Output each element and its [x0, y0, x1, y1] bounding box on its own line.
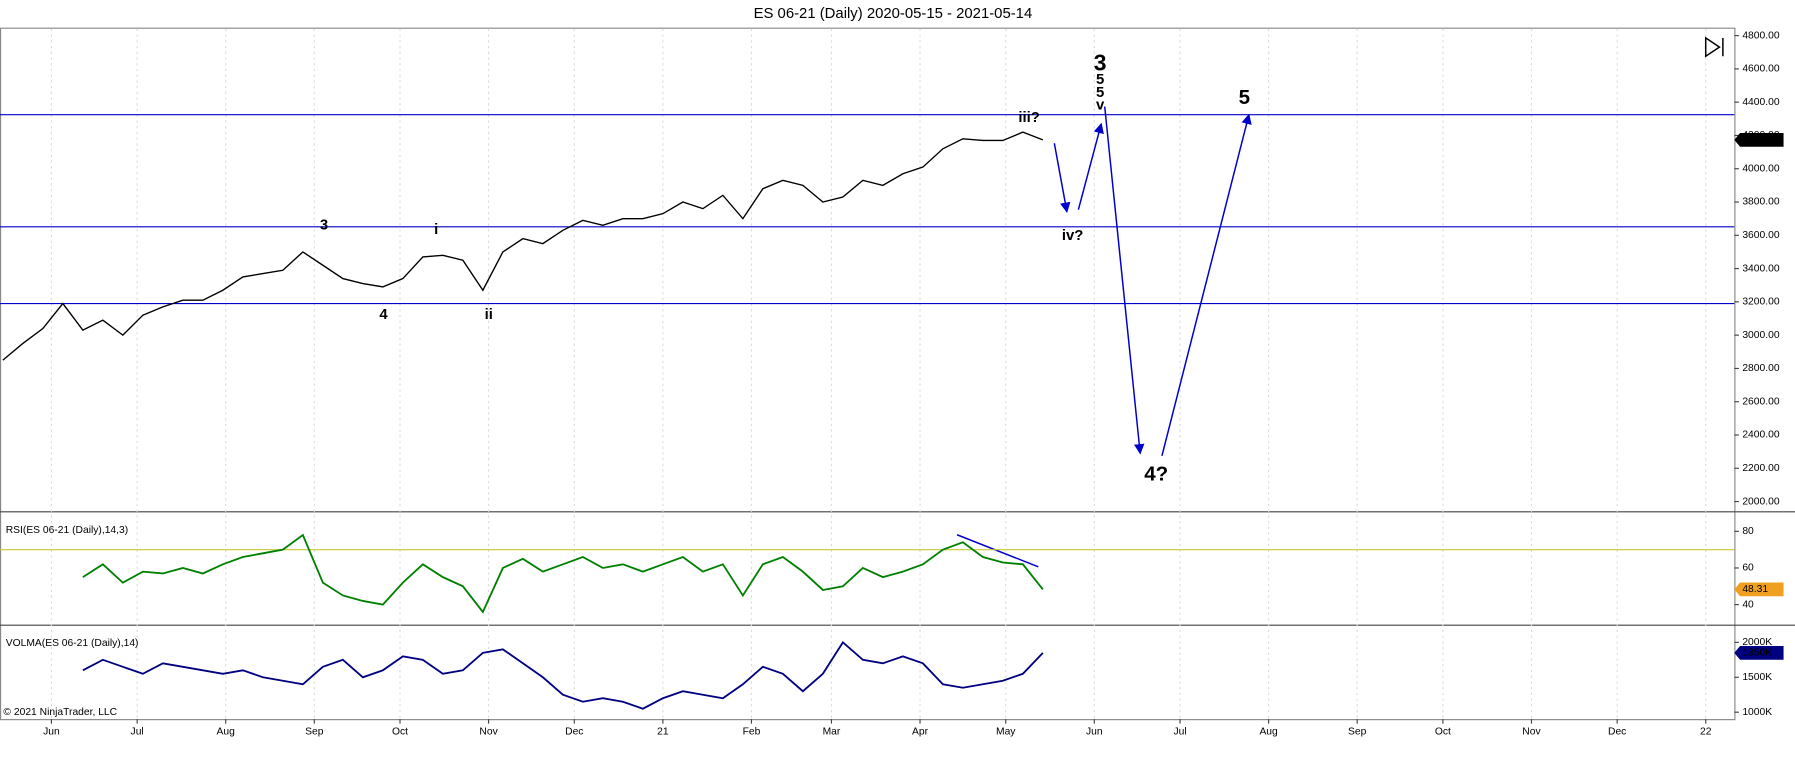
arrow	[1103, 106, 1145, 455]
y-tick-label: 60	[1742, 563, 1754, 574]
y-tick-label: 2200.00	[1742, 463, 1779, 474]
icon-triangle	[1704, 36, 1721, 58]
x-tick-label: Dec	[565, 726, 583, 737]
last-value-tag	[1734, 645, 1784, 660]
last-value-tag	[1734, 582, 1784, 597]
arrow	[1053, 143, 1071, 213]
y-tick-label: 4400.00	[1742, 97, 1779, 108]
x-tick-label: 21	[657, 726, 669, 737]
last-value-label: 48.31	[1742, 584, 1768, 595]
wave-label: 4?	[1144, 463, 1168, 486]
x-tick-label: Aug	[1259, 726, 1278, 737]
y-tick-label: 2400.00	[1742, 430, 1779, 441]
x-tick-label: May	[996, 726, 1016, 737]
x-tick-label: Jun	[43, 726, 60, 737]
last-value-tag	[1734, 133, 1784, 147]
y-tick-label: 2800.00	[1742, 363, 1779, 374]
panel-label: RSI(ES 06-21 (Daily),14,3)	[6, 525, 128, 536]
arrow	[1077, 122, 1104, 210]
series-line	[2, 131, 1044, 361]
trend-line	[956, 534, 1039, 568]
x-tick-label: Jun	[1086, 726, 1103, 737]
play-icon	[1704, 36, 1724, 58]
y-tick-label: 2000.00	[1742, 496, 1779, 507]
wave-label: 3	[320, 218, 328, 234]
wave-label: i	[434, 222, 438, 238]
x-tick-label: Jul	[1173, 726, 1186, 737]
y-tick-label: 2600.00	[1742, 396, 1779, 407]
x-tick-label: Apr	[912, 726, 929, 737]
x-tick-label: Feb	[743, 726, 761, 737]
series-line	[82, 533, 1044, 614]
y-tick-label: 3200.00	[1742, 297, 1779, 308]
x-tick-label: Sep	[1348, 726, 1367, 737]
y-tick-label: 2000K	[1742, 637, 1772, 648]
chart-title: ES 06-21 (Daily) 2020-05-15 - 2021-05-14	[754, 6, 1033, 22]
wave-label: 4	[379, 307, 388, 323]
y-tick-label: 40	[1742, 599, 1754, 610]
y-tick-label: 4600.00	[1742, 64, 1779, 75]
y-tick-label: 3600.00	[1742, 230, 1779, 241]
y-tick-label: 3800.00	[1742, 197, 1779, 208]
wave-label: ii	[485, 307, 493, 323]
y-tick-label: 1000K	[1742, 707, 1772, 718]
x-tick-label: Oct	[1435, 726, 1451, 737]
x-tick-label: Nov	[1522, 726, 1541, 737]
wave-label: v	[1096, 97, 1105, 113]
grid	[50, 28, 1707, 720]
y-tick-label: 4000.00	[1742, 163, 1779, 174]
y-tick-label: 4800.00	[1742, 30, 1779, 41]
y-tick-label: 80	[1742, 526, 1754, 537]
last-value-label: 4173.25	[1742, 135, 1779, 146]
series-line	[82, 640, 1044, 710]
plot-frame	[0, 27, 1736, 721]
x-tick-label: 22	[1700, 726, 1712, 737]
panel-label: VOLMA(ES 06-21 (Daily),14)	[6, 638, 139, 649]
x-tick-label: Dec	[1608, 726, 1626, 737]
x-tick-label: Nov	[479, 726, 498, 737]
arrow	[1161, 113, 1252, 456]
x-tick-label: Mar	[823, 726, 841, 737]
y-tick-label: 1500K	[1742, 672, 1772, 683]
x-tick-label: Oct	[392, 726, 408, 737]
wave-label: 3	[1094, 49, 1107, 75]
wave-label: 5	[1096, 85, 1104, 101]
wave-label: iii?	[1018, 110, 1040, 126]
copyright: © 2021 NinjaTrader, LLC	[3, 707, 117, 718]
wave-label: iv?	[1062, 228, 1084, 244]
y-tick-label: 3000.00	[1742, 330, 1779, 341]
x-tick-label: Jul	[131, 726, 144, 737]
x-tick-label: Aug	[217, 726, 236, 737]
x-tick-label: Sep	[305, 726, 324, 737]
last-value-label: 1850K	[1742, 648, 1772, 659]
wave-label: 5	[1096, 72, 1104, 88]
wave-label: 5	[1239, 86, 1250, 109]
projection-arrows	[956, 106, 1252, 568]
y-tick-label: 3400.00	[1742, 263, 1779, 274]
